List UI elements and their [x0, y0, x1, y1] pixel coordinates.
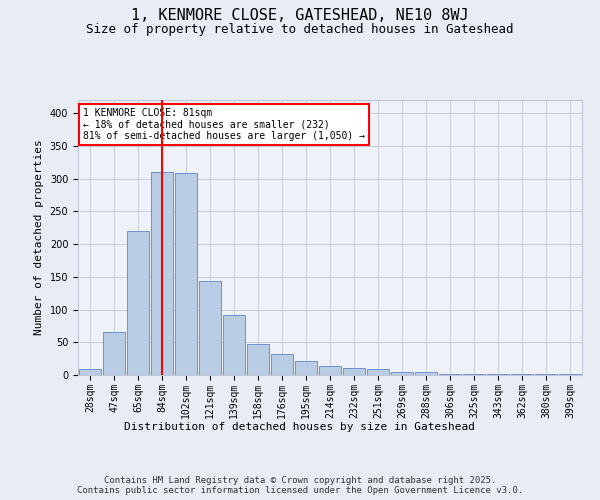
Bar [175, 174, 197, 375]
Bar [391, 372, 413, 375]
Bar [295, 360, 317, 375]
Bar [343, 368, 365, 375]
Text: Size of property relative to detached houses in Gateshead: Size of property relative to detached ho… [86, 22, 514, 36]
Text: Distribution of detached houses by size in Gateshead: Distribution of detached houses by size … [125, 422, 476, 432]
Bar [247, 344, 269, 375]
Bar [487, 374, 509, 375]
Bar [535, 374, 557, 375]
Bar [559, 374, 581, 375]
Bar [127, 231, 149, 375]
Bar [319, 366, 341, 375]
Y-axis label: Number of detached properties: Number of detached properties [34, 140, 44, 336]
Bar [439, 374, 461, 375]
Bar [463, 374, 485, 375]
Bar [367, 369, 389, 375]
Text: 1, KENMORE CLOSE, GATESHEAD, NE10 8WJ: 1, KENMORE CLOSE, GATESHEAD, NE10 8WJ [131, 8, 469, 22]
Bar [511, 374, 533, 375]
Bar [271, 354, 293, 375]
Text: Contains HM Land Registry data © Crown copyright and database right 2025.
Contai: Contains HM Land Registry data © Crown c… [77, 476, 523, 495]
Bar [103, 332, 125, 375]
Bar [151, 172, 173, 375]
Bar [415, 372, 437, 375]
Text: 1 KENMORE CLOSE: 81sqm
← 18% of detached houses are smaller (232)
81% of semi-de: 1 KENMORE CLOSE: 81sqm ← 18% of detached… [83, 108, 365, 142]
Bar [199, 282, 221, 375]
Bar [79, 369, 101, 375]
Bar [223, 316, 245, 375]
